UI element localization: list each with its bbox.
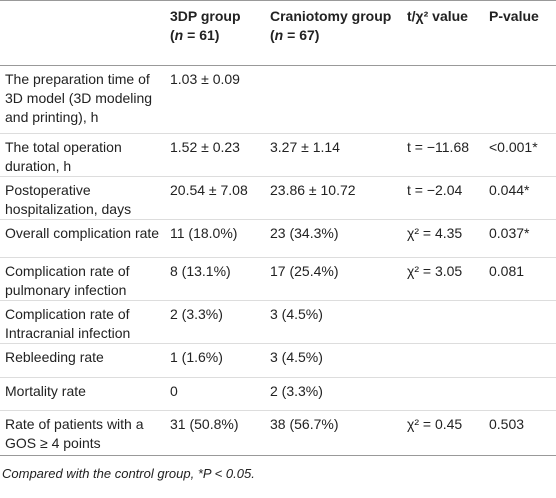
- table-cell: Complication rate of pulmonary infection: [5, 263, 130, 298]
- header-part: n: [174, 27, 184, 43]
- table-row: The preparation time of 3D model (3D mod…: [0, 66, 556, 134]
- table-cell: 0: [170, 383, 178, 399]
- table-cell: 1 (1.6%): [170, 349, 223, 365]
- table-cell: [484, 378, 556, 411]
- header-part: = 61): [183, 27, 220, 43]
- table-cell: 2 (3.3%): [270, 383, 323, 399]
- header-text: t/χ² value: [407, 8, 468, 24]
- table-cell: [402, 378, 484, 411]
- table-cell: The preparation time of 3D model (3D mod…: [5, 71, 153, 125]
- header-text: 3DP group: [170, 8, 241, 24]
- header-row: 3DP group (n = 61) Craniotomy group (n = 67…: [0, 0, 556, 66]
- header-cell: [0, 0, 165, 66]
- table-row: Mortality rate 0 2 (3.3%): [0, 378, 556, 411]
- table-row: Overall complication rate 11 (18.0%) 23 (3…: [0, 220, 556, 258]
- table-cell: Postoperative hospitalization, days: [5, 182, 132, 217]
- table-cell: [484, 344, 556, 378]
- header-part: = 67): [283, 27, 320, 43]
- table-cell: The total operation duration, h: [5, 139, 122, 174]
- table-cell: 2 (3.3%): [170, 306, 223, 322]
- table-cell: 0.503: [489, 416, 525, 432]
- table-cell: t = −2.04: [407, 182, 463, 198]
- table-cell: Rebleeding rate: [5, 349, 104, 365]
- table-cell: 3 (4.5%): [270, 306, 323, 322]
- table-cell: 1.52 ± 0.23: [170, 139, 240, 155]
- table-cell: 38 (56.7%): [270, 416, 339, 432]
- table-row: Rebleeding rate 1 (1.6%) 3 (4.5%): [0, 344, 556, 378]
- header-part: (: [270, 27, 275, 43]
- table-cell: χ² = 4.35: [407, 225, 463, 241]
- table-cell: [402, 344, 484, 378]
- table-cell: 23 (34.3%): [270, 225, 339, 241]
- table-row: Complication rate of Intracranial infect…: [0, 301, 556, 344]
- table-cell: 23.86 ± 10.72: [270, 182, 356, 198]
- table-cell: Mortality rate: [5, 383, 86, 399]
- table-cell: 31 (50.8%): [170, 416, 239, 432]
- table-cell: 0.037*: [489, 225, 530, 241]
- table-cell: Complication rate of Intracranial infect…: [5, 306, 131, 341]
- header-cell: t/χ² value: [402, 0, 484, 66]
- header-cell: Craniotomy group (n = 67): [265, 0, 402, 66]
- table-cell: [402, 301, 484, 344]
- table-cell: 11 (18.0%): [170, 225, 238, 241]
- data-table: 3DP group (n = 61) Craniotomy group (n = 67…: [0, 0, 556, 456]
- table-cell: t = −11.68: [407, 139, 470, 155]
- table-cell: 3 (4.5%): [270, 349, 323, 365]
- footnote: Compared with the control group, *P < 0.…: [2, 466, 255, 481]
- table-cell: 20.54 ± 7.08: [170, 182, 248, 198]
- table-row: Complication rate of pulmonary infection…: [0, 258, 556, 301]
- table-cell: 8 (13.1%): [170, 263, 231, 279]
- header-cell: P-value: [484, 0, 556, 66]
- header-cell: 3DP group (n = 61): [165, 0, 265, 66]
- table-cell: 17 (25.4%): [270, 263, 339, 279]
- table-cell: Overall complication rate: [5, 225, 160, 241]
- table-cell: χ² = 0.45: [407, 416, 463, 432]
- table-cell: χ² = 3.05: [407, 263, 463, 279]
- table-row: The total operation duration, h 1.52 ± 0.…: [0, 134, 556, 177]
- table-cell: [402, 66, 484, 134]
- table-row: Rate of patients with a GOS ≥ 4 points 31…: [0, 411, 556, 456]
- header-subtext: (n = 67): [270, 26, 398, 45]
- table-cell: <0.001*: [489, 139, 538, 155]
- header-part: n: [274, 27, 284, 43]
- table-cell: [265, 66, 402, 134]
- table-cell: [484, 301, 556, 344]
- header-text: P-value: [489, 8, 539, 24]
- table-cell: 3.27 ± 1.14: [270, 139, 340, 155]
- table-cell: [484, 66, 556, 134]
- header-text: Craniotomy group: [270, 8, 392, 24]
- table-cell: Rate of patients with a GOS ≥ 4 points: [5, 416, 144, 451]
- header-subtext: (n = 61): [170, 26, 261, 45]
- table-cell: 0.044*: [489, 182, 530, 198]
- header-part: (: [170, 27, 175, 43]
- table-row: Postoperative hospitalization, days 20.54…: [0, 177, 556, 220]
- table-cell: 0.081: [489, 263, 525, 279]
- table-cell: 1.03 ± 0.09: [170, 71, 240, 87]
